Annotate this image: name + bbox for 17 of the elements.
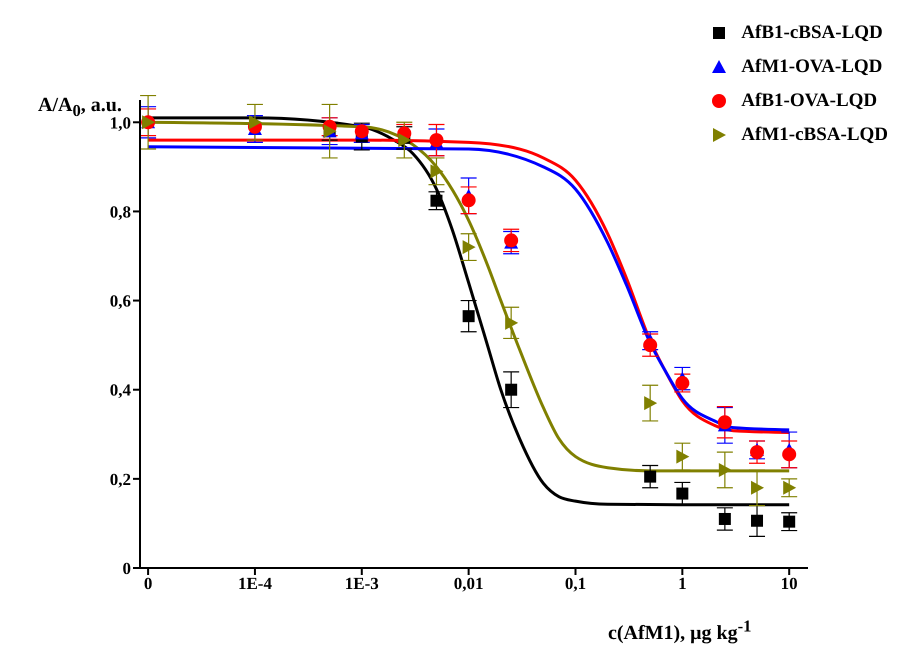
x-tick-label: 0 (144, 574, 152, 594)
legend-label: AfM1-OVA-LQD (741, 56, 882, 78)
y-tick-label: 0 (122, 559, 131, 578)
x-tick-label: 1E-3 (344, 574, 379, 594)
legend-label: AfB1-cBSA-LQD (741, 22, 883, 44)
y-tick-label: 0,4 (110, 380, 132, 400)
x-tick-label: 1 (678, 574, 687, 594)
legend-label: AfB1-OVA-LQD (741, 90, 878, 112)
y-tick-label: 0,2 (110, 470, 131, 489)
x-tick-label: 10 (780, 574, 798, 594)
y-tick-label: 0,6 (110, 292, 131, 311)
y-tick-label: 0,8 (110, 202, 131, 222)
x-tick-label: 1E-4 (238, 574, 272, 594)
x-tick-label: 0,01 (454, 574, 484, 594)
legend-label: AfM1-cBSA-LQD (741, 124, 888, 146)
x-axis-title: c(AfM1), μg kg$^{-1}$ (608, 616, 752, 644)
x-tick-label: 0,1 (564, 574, 586, 594)
